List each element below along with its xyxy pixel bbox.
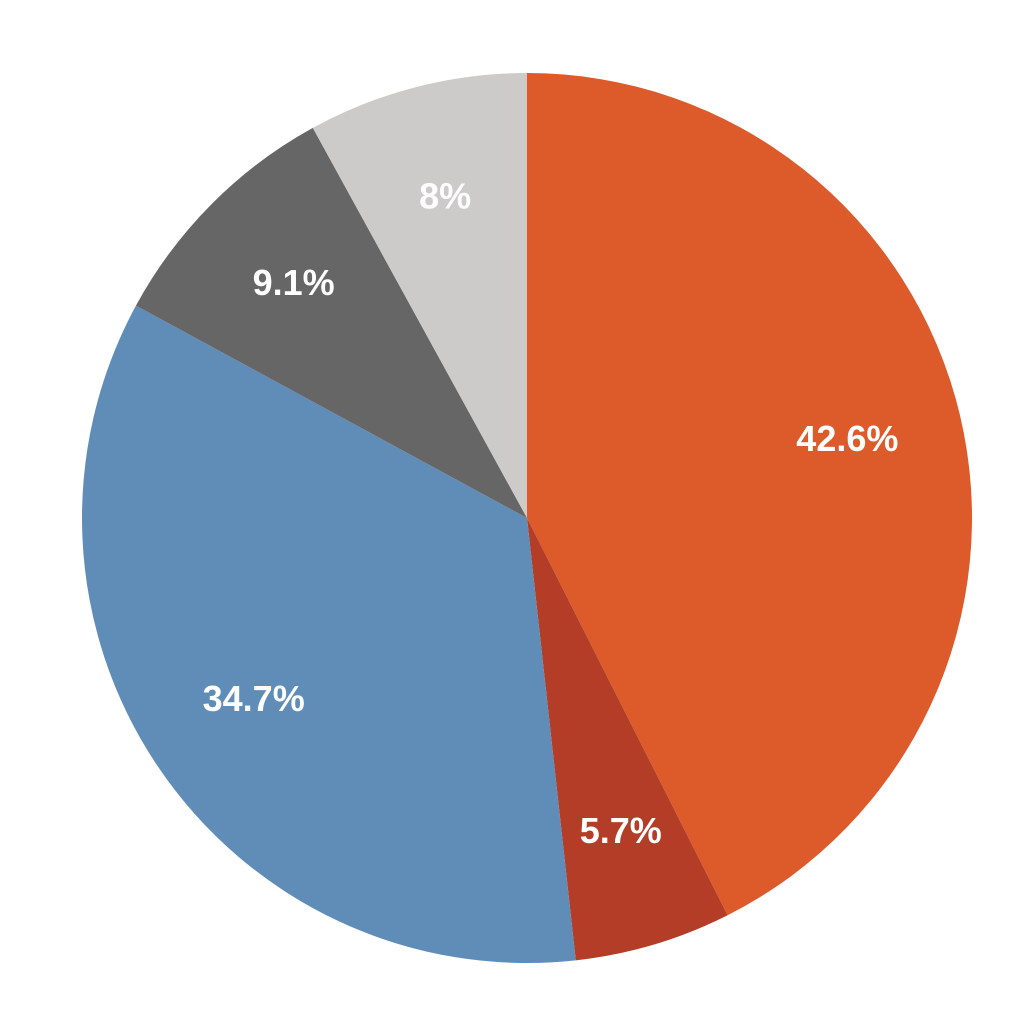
data-label: 8% — [419, 176, 471, 217]
pie-slice — [527, 73, 973, 916]
pie-slice — [312, 73, 527, 518]
data-label: 5.7% — [580, 810, 662, 851]
data-label: 34.7% — [203, 678, 305, 719]
data-label: 42.6% — [796, 418, 898, 459]
pie-slice — [135, 127, 527, 519]
data-label: 9.1% — [253, 262, 335, 303]
pie-slice — [527, 518, 728, 961]
pie-slice — [81, 305, 576, 963]
